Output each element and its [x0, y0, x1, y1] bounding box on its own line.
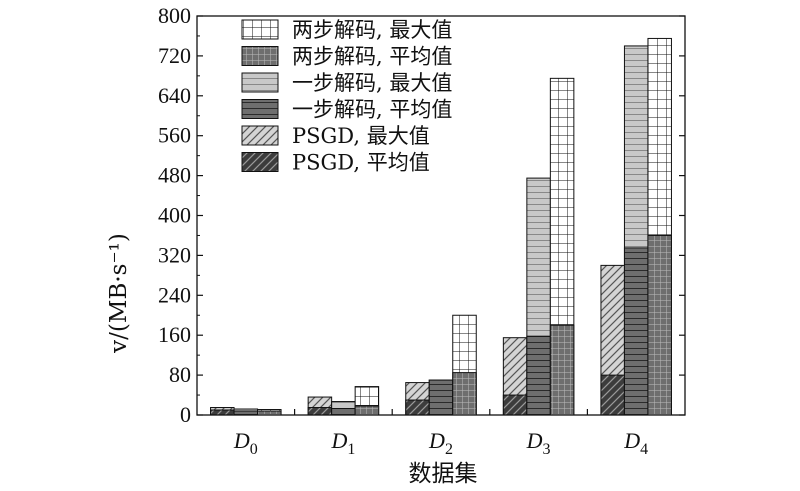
y-tick-label: 720 [158, 43, 191, 68]
legend-label-5: PSGD, 平均值 [292, 151, 430, 175]
bar-psgd-avg-1 [307, 407, 333, 416]
y-tick-label: 560 [158, 123, 191, 148]
bar-psgd-avg-4 [600, 374, 625, 416]
y-axis-title: v/(MB·s⁻¹) [106, 233, 132, 354]
legend-swatch-1 [241, 46, 279, 66]
y-tick-label: 80 [169, 362, 191, 387]
legend-swatch-3 [241, 99, 279, 119]
y-tick-label: 640 [158, 83, 191, 108]
x-axis-title: 数据集 [409, 461, 478, 487]
y-tick-label: 400 [158, 203, 191, 228]
bar-psgd-avg-3 [502, 394, 528, 416]
y-tick-label: 0 [180, 402, 191, 427]
y-axis: 0 80 160 240 320 400 480 560 640 720 800 [158, 3, 685, 427]
bar-two-step-avg-4 [647, 234, 672, 416]
bar-one-step-avg-4 [623, 247, 649, 416]
x-tick-label: D3 [526, 428, 551, 458]
y-tick-label: 480 [158, 163, 191, 188]
legend-label-3: 一步解码, 平均值 [292, 98, 452, 122]
bar-psgd-avg-2 [405, 399, 430, 416]
x-tick-label: D4 [623, 428, 648, 458]
bar-one-step-avg-3 [526, 335, 551, 416]
y-tick-label: 160 [158, 322, 191, 347]
bars-layer [210, 37, 672, 416]
legend-swatch-4 [241, 125, 279, 146]
legend-label-0: 两步解码, 最大值 [292, 18, 452, 42]
x-axis: D0 D1 D2 D3 D4 [233, 409, 648, 458]
bar-two-step-avg-3 [549, 324, 575, 416]
x-tick-label: D1 [330, 428, 355, 458]
legend-swatch-5 [241, 152, 279, 172]
bar-psgd-avg-0 [210, 409, 235, 416]
legend-swatch-2 [241, 72, 279, 93]
bar-two-step-avg-2 [452, 372, 477, 416]
bar-one-step-avg-1 [331, 408, 356, 416]
legend-swatch-0 [241, 19, 279, 40]
bar-one-step-avg-2 [428, 379, 454, 416]
y-tick-label: 800 [158, 3, 191, 28]
legend-label-2: 一步解码, 最大值 [292, 71, 452, 95]
x-tick-label: D2 [428, 428, 453, 458]
x-tick-label: D0 [233, 428, 258, 458]
y-tick-label: 320 [158, 242, 191, 267]
legend-label-4: PSGD, 最大值 [292, 124, 430, 148]
legend-label-1: 两步解码, 平均值 [292, 45, 452, 69]
bar-two-step-avg-1 [354, 405, 380, 416]
y-tick-label: 240 [158, 282, 191, 307]
